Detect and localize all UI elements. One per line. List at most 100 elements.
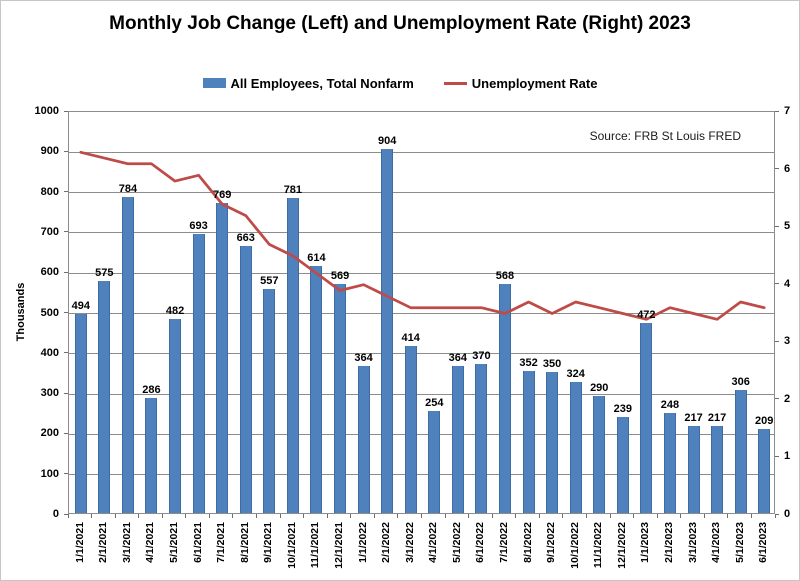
x-axis-label: 12/1/2021 bbox=[333, 522, 346, 569]
x-axis-label: 2/1/2021 bbox=[97, 522, 110, 563]
y-axis-right-tick-label: 0 bbox=[784, 508, 791, 520]
x-axis-tick-mark bbox=[633, 514, 635, 518]
left-axis-tick-mark bbox=[64, 513, 68, 515]
y-axis-left-tick-label: 500 bbox=[40, 306, 59, 319]
x-axis-label: 4/1/2023 bbox=[710, 522, 723, 563]
bar bbox=[569, 382, 582, 513]
gridline bbox=[69, 192, 774, 194]
bar-value-label: 904 bbox=[377, 134, 397, 147]
x-axis-label: 1/1/2023 bbox=[639, 522, 652, 563]
left-axis-tick-mark bbox=[64, 231, 68, 233]
x-axis-tick-mark bbox=[67, 514, 69, 518]
x-axis-label: 8/1/2021 bbox=[238, 522, 251, 563]
y-axis-right-tick-label: 6 bbox=[784, 162, 791, 175]
x-axis-label: 10/1/2022 bbox=[568, 522, 581, 569]
gridline bbox=[69, 272, 774, 274]
right-axis-tick-mark bbox=[775, 283, 779, 285]
bar-value-label: 781 bbox=[283, 184, 303, 197]
x-axis-tick-mark bbox=[256, 514, 258, 518]
x-axis-tick-mark bbox=[656, 514, 658, 518]
bar-value-label: 693 bbox=[189, 219, 208, 232]
bar bbox=[663, 413, 676, 513]
y-axis-right-tick-label: 2 bbox=[784, 392, 791, 405]
x-axis-tick-mark bbox=[562, 514, 564, 518]
right-axis-tick-mark bbox=[775, 110, 779, 112]
gridline bbox=[69, 151, 774, 153]
bar bbox=[593, 396, 606, 513]
x-axis-label: 3/1/2023 bbox=[686, 522, 699, 563]
x-axis-tick-mark bbox=[680, 514, 682, 518]
gridline bbox=[69, 393, 774, 395]
bar bbox=[711, 425, 724, 513]
bar-value-label: 286 bbox=[142, 383, 161, 396]
left-axis-tick-mark bbox=[64, 150, 68, 152]
right-axis-tick-mark bbox=[775, 455, 779, 457]
x-axis-tick-mark bbox=[303, 514, 305, 518]
bar-value-label: 575 bbox=[95, 267, 114, 280]
gridline bbox=[69, 433, 774, 435]
bar bbox=[192, 233, 205, 513]
gridline bbox=[69, 353, 774, 355]
bar-value-label: 557 bbox=[260, 274, 279, 287]
legend-item-line: Unemployment Rate bbox=[443, 76, 597, 91]
y-axis-left-tick-label: 600 bbox=[40, 266, 59, 279]
x-axis-label: 6/1/2021 bbox=[191, 522, 204, 563]
x-axis-label: 7/1/2021 bbox=[215, 522, 228, 563]
bar-value-label: 614 bbox=[307, 251, 326, 264]
bar bbox=[428, 410, 441, 513]
bar-value-label: 248 bbox=[660, 399, 680, 412]
x-axis-label: 9/1/2021 bbox=[262, 522, 275, 563]
bar bbox=[381, 148, 394, 513]
x-axis-label: 2/1/2023 bbox=[662, 522, 675, 563]
gridline bbox=[69, 474, 774, 476]
x-axis-label: 10/1/2021 bbox=[285, 522, 298, 569]
bar bbox=[310, 265, 323, 513]
y-axis-left-tick-label: 1000 bbox=[34, 105, 59, 117]
right-axis-tick-mark bbox=[775, 168, 779, 170]
y-axis-left-tick-label: 0 bbox=[52, 508, 59, 520]
bar bbox=[546, 371, 559, 513]
bar-value-label: 290 bbox=[590, 382, 609, 395]
x-axis-label: 1/1/2021 bbox=[73, 522, 86, 563]
bar bbox=[357, 366, 370, 513]
bar bbox=[404, 346, 417, 513]
source-note: Source: FRB St Louis FRED bbox=[589, 129, 741, 143]
y-axis-left-tick-label: 400 bbox=[40, 346, 59, 359]
bar-value-label: 350 bbox=[542, 357, 562, 370]
x-axis-label: 3/1/2021 bbox=[120, 522, 133, 563]
legend-bar-label: All Employees, Total Nonfarm bbox=[230, 75, 414, 91]
x-axis-label: 9/1/2022 bbox=[545, 522, 558, 563]
x-axis-tick-mark bbox=[91, 514, 93, 518]
x-axis-tick-mark bbox=[727, 514, 729, 518]
right-axis-tick-mark bbox=[775, 340, 779, 342]
x-axis-label: 12/1/2022 bbox=[615, 522, 628, 569]
y-axis-left-tick-label: 300 bbox=[40, 387, 59, 400]
x-axis-label: 6/1/2023 bbox=[757, 522, 770, 563]
bar bbox=[145, 397, 158, 513]
x-axis-tick-mark bbox=[373, 514, 375, 518]
bar bbox=[334, 283, 347, 513]
x-axis-tick-mark bbox=[703, 514, 705, 518]
x-axis-label: 11/1/2021 bbox=[309, 522, 322, 569]
left-axis-tick-mark bbox=[64, 312, 68, 313]
x-axis-label: 4/1/2021 bbox=[144, 522, 157, 563]
bar bbox=[498, 284, 511, 513]
x-axis-label: 7/1/2022 bbox=[497, 522, 510, 563]
bar-value-label: 663 bbox=[236, 231, 255, 244]
x-axis-label: 8/1/2022 bbox=[521, 522, 534, 563]
legend-line-swatch-icon bbox=[443, 81, 467, 85]
gridline bbox=[69, 313, 774, 314]
bar-value-label: 306 bbox=[731, 375, 750, 388]
x-axis-tick-mark bbox=[421, 514, 422, 518]
bar-value-label: 352 bbox=[519, 357, 538, 370]
legend-item-bars: All Employees, Total Nonfarm bbox=[202, 75, 414, 91]
bar-value-label: 239 bbox=[613, 402, 632, 415]
bar-value-label: 364 bbox=[354, 352, 373, 365]
bar-value-label: 494 bbox=[71, 299, 90, 312]
bar-value-label: 569 bbox=[330, 269, 350, 282]
x-axis-tick-mark bbox=[208, 514, 210, 518]
bar-value-label: 784 bbox=[118, 183, 138, 196]
left-axis-tick-mark bbox=[64, 191, 68, 193]
left-axis-tick-mark bbox=[64, 473, 68, 475]
bar-value-label: 482 bbox=[165, 304, 185, 317]
